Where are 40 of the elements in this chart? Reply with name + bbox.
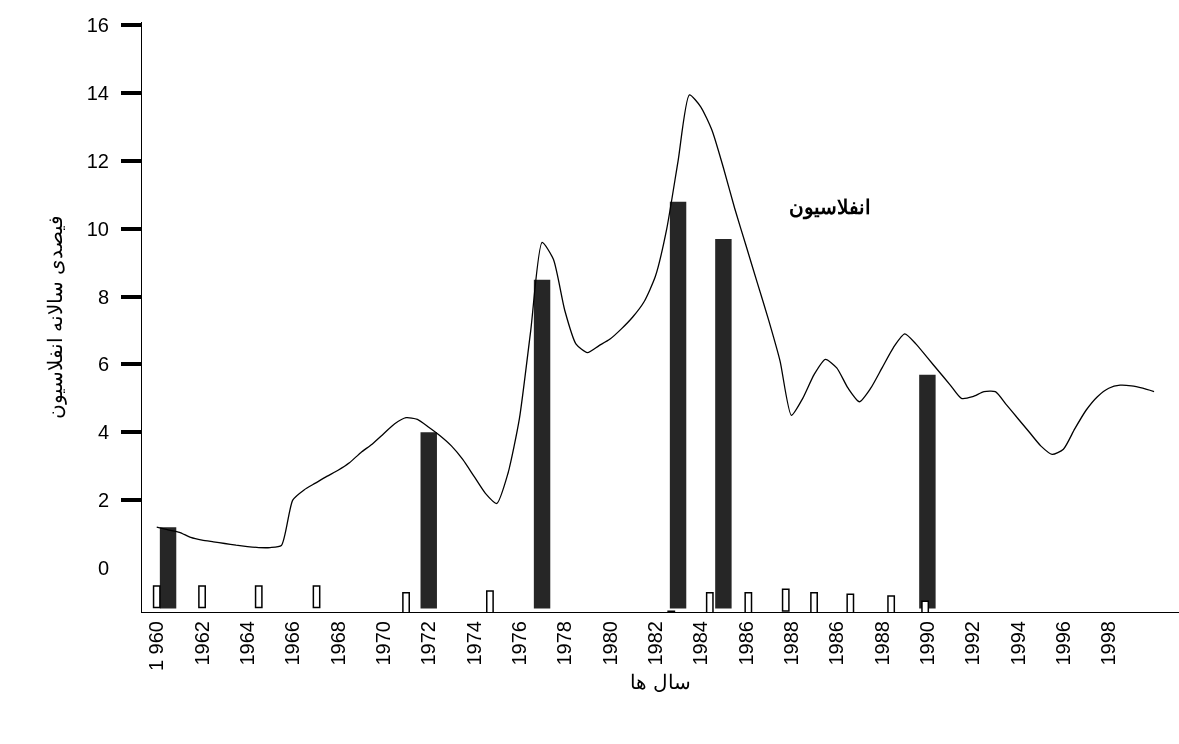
x-tick-label: 1968 — [326, 621, 349, 666]
bar — [533, 279, 551, 609]
x-tick-label: 1994 — [1006, 621, 1029, 666]
line-series — [156, 94, 1155, 549]
x-tick-label: 1970 — [371, 621, 394, 666]
y-axis-title: فیصدی سالانه انفلاسیون — [44, 214, 68, 420]
y-tick-label: 10 — [86, 217, 109, 240]
x-tick-label: 1974 — [462, 621, 485, 666]
x-tick-label: 1972 — [417, 621, 440, 666]
y-tick-label: 12 — [86, 150, 109, 173]
x-tick-label: 1978 — [553, 621, 576, 666]
x-tick-label: 1986 — [825, 621, 848, 666]
x-tick-label: 1980 — [598, 621, 621, 666]
x-tick-label: 1962 — [190, 621, 213, 666]
x-tick-label: 1988 — [779, 621, 802, 666]
x-tick-label: 1996 — [1051, 621, 1074, 666]
y-tick-label: 16 — [86, 14, 109, 37]
x-tick-label: 1984 — [689, 621, 712, 666]
x-tick-label: 1982 — [643, 621, 666, 666]
x-axis-title: سال ها — [630, 670, 691, 693]
x-tick-label: 1988 — [870, 621, 893, 666]
y-tick-label: 4 — [97, 421, 109, 444]
x-tick-label: 1998 — [1097, 621, 1120, 666]
y-tick-label: 0 — [97, 556, 109, 579]
y-tick-label: 8 — [97, 285, 109, 308]
x-tick-label: 1966 — [281, 621, 304, 666]
bar — [159, 527, 177, 609]
y-tick-label: 6 — [97, 353, 109, 376]
y-tick-label: 14 — [86, 82, 109, 105]
x-tick-label: 1964 — [235, 621, 258, 666]
y-tick-label: 2 — [97, 489, 109, 512]
bar — [420, 432, 437, 609]
x-tick-label: 1992 — [961, 621, 984, 666]
x-tick-label: 1986 — [734, 621, 757, 666]
x-tick-label: 1 960 — [145, 621, 168, 672]
bar — [669, 201, 687, 609]
text: انفلاسیون — [789, 196, 871, 220]
x-tick-label: 1990 — [915, 621, 938, 666]
x-tick-label: 1976 — [507, 621, 530, 666]
bar — [715, 239, 732, 609]
